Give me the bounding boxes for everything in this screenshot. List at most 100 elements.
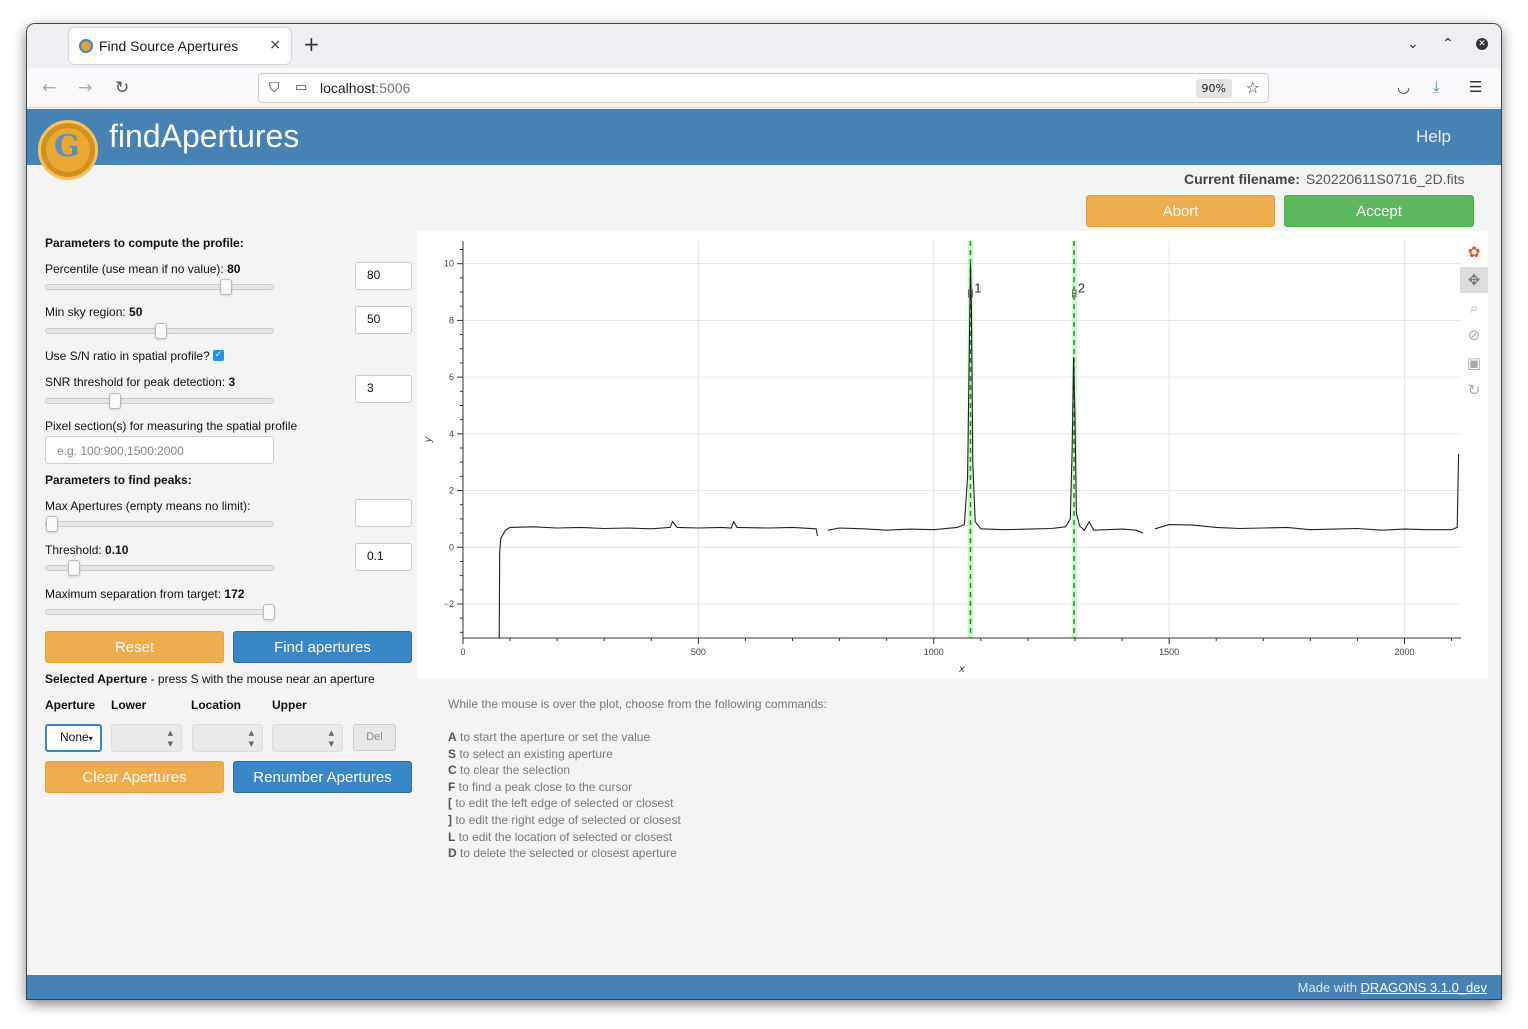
x-tick-label: 0 [460,647,465,657]
url-bar[interactable]: ⛉ ▭ localhost:5006 90% ☆ [258,73,1269,103]
browser-tab[interactable]: Find Source Apertures × [69,28,291,64]
spin-up-icon[interactable]: ▲ [328,729,334,737]
snr-input[interactable]: 3 [355,375,412,403]
col-upper: Upper [272,698,307,712]
snr-slider[interactable] [45,393,274,409]
y-tick-label: 8 [449,315,454,325]
chevron-up-icon[interactable]: ⌃ [1442,36,1454,52]
minsky-slider-handle[interactable] [154,323,167,339]
use-snr-checkbox[interactable]: ✓ [213,350,224,361]
pocket-icon[interactable]: ◡ [1397,78,1411,96]
percentile-slider-handle[interactable] [219,279,232,295]
max-apertures-slider-handle[interactable] [46,516,58,532]
threshold-slider-handle[interactable] [67,560,80,576]
profile-line-segment [498,520,819,639]
spin-down-icon[interactable]: ▼ [248,740,254,748]
shield-icon[interactable]: ⛉ [269,80,280,96]
col-lower: Lower [111,698,147,712]
help-command-item: ] to edit the right edge of selected or … [448,813,681,827]
help-link[interactable]: Help [1416,127,1451,146]
aperture-select[interactable]: None▾ [45,724,102,752]
help-command-item: L to edit the location of selected or cl… [448,829,673,844]
percentile-input[interactable]: 80 [355,262,412,290]
wheel-zoom-icon[interactable]: ⊘ [1467,326,1481,344]
pixel-section-label: Pixel section(s) for measuring the spati… [45,419,298,433]
location-spinner[interactable]: ▲ ▼ [192,724,263,752]
help-intro: While the mouse is over the plot, choose… [448,697,827,711]
save-icon[interactable]: ▣ [1466,354,1482,372]
box-zoom-icon[interactable]: ⌕ [1469,299,1479,317]
tab-title: Find Source Apertures [99,38,239,54]
y-tick-label: 4 [449,429,454,439]
x-tick-label: 500 [691,647,706,657]
spin-up-icon[interactable]: ▲ [167,729,173,737]
pan-icon[interactable]: ✥ [1460,267,1488,293]
minsky-slider[interactable] [45,323,274,339]
max-separation-slider-handle[interactable] [263,604,275,620]
snr-label: SNR threshold for peak detection: 3 [45,375,236,389]
app-header: G findApertures Help [27,109,1501,180]
abort-button[interactable]: Abort [1086,195,1275,227]
minsky-input[interactable]: 50 [355,306,412,334]
aperture-label: 1 [974,280,981,295]
dropdown-arrow-icon: ▾ [88,734,93,743]
threshold-label: Threshold: 0.10 [45,543,129,557]
plot-area[interactable]: 0 500 1000 1500 2000 −2 0 2 4 6 8 10 x y 1 2 [417,231,1488,679]
y-axis-label: y [423,435,434,443]
reset-icon[interactable]: ↻ [1467,381,1481,399]
spin-down-icon[interactable]: ▼ [167,740,173,748]
y-tick-label: 2 [449,486,454,496]
max-apertures-slider[interactable] [45,516,274,532]
firefox-tab-icon [79,39,93,53]
x-tick-label: 2000 [1394,647,1414,657]
reload-icon[interactable]: ↻ [115,78,130,98]
selected-aperture-heading: Selected Aperture - press S with the mou… [45,672,375,686]
star-icon[interactable]: ☆ [1245,78,1260,97]
forward-icon[interactable]: → [78,78,93,98]
dragons-logo: G [38,120,98,180]
col-aperture: Aperture [45,698,96,712]
footer: Made with DRAGONS 3.1.0_dev [27,975,1501,999]
tab-bar: Find Source Apertures × + ⌄ ⌃ ✕ [27,24,1501,68]
find-apertures-button[interactable]: Find apertures [233,631,412,663]
profile-chart[interactable]: 0 500 1000 1500 2000 −2 0 2 4 6 8 10 x y 1 2 [417,231,1488,679]
lower-spinner[interactable]: ▲ ▼ [111,724,182,752]
max-separation-slider[interactable] [45,604,275,620]
threshold-slider[interactable] [45,560,274,576]
profile-line-segment [827,263,1144,534]
threshold-input[interactable]: 0.1 [355,543,412,571]
y-tick-label: 6 [449,372,454,382]
y-tick-label: 10 [444,259,454,269]
chevron-down-icon[interactable]: ⌄ [1407,36,1419,52]
renumber-apertures-button[interactable]: Renumber Apertures [233,761,412,793]
current-filename: Current filename: S20220611S0716_2D.fits [1184,171,1465,187]
reset-button[interactable]: Reset [45,631,224,663]
spin-down-icon[interactable]: ▼ [328,740,334,748]
x-axis-label: x [958,664,965,675]
dragons-link[interactable]: DRAGONS 3.1.0_dev [1360,980,1487,995]
download-icon[interactable]: ⤓ [1433,78,1440,96]
help-command-item: S to select an existing aperture [448,746,613,761]
tab-close-icon[interactable]: × [269,37,281,53]
back-icon[interactable]: ← [42,78,57,98]
snr-slider-handle[interactable] [108,393,121,409]
upper-spinner[interactable]: ▲ ▼ [272,724,343,752]
menu-icon[interactable]: ☰ [1469,78,1483,96]
accept-button[interactable]: Accept [1284,195,1474,227]
x-tick-label: 1000 [924,647,944,657]
bokeh-logo-icon[interactable]: ✿ [1467,243,1481,261]
zoom-badge[interactable]: 90% [1195,79,1232,98]
max-apertures-input[interactable] [355,499,412,527]
help-command-item: [ to edit the left edge of selected or c… [448,796,674,811]
y-tick-label: −2 [444,599,454,609]
spin-up-icon[interactable]: ▲ [248,729,254,737]
help-command-item: D to delete the selected or closest aper… [448,846,677,861]
percentile-slider[interactable] [45,279,274,295]
pixel-section-input[interactable]: e.g. 100:900,1500:2000 [45,436,274,464]
aperture-label: 2 [1078,280,1085,295]
new-tab-button[interactable]: + [303,32,320,56]
clear-apertures-button[interactable]: Clear Apertures [45,761,224,793]
url-text[interactable]: localhost:5006 [320,80,411,96]
window-close-icon[interactable]: ✕ [1476,38,1488,50]
delete-aperture-button[interactable]: Del [353,724,396,751]
